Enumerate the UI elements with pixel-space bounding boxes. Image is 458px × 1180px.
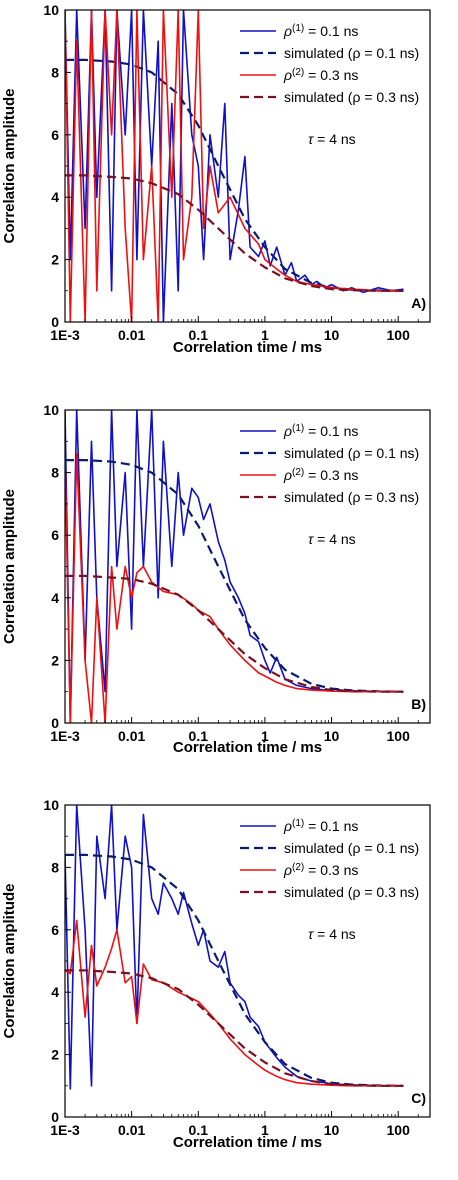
x-tick-label: 10 (324, 327, 340, 343)
y-tick-label: 8 (51, 859, 59, 875)
series-line-4 (65, 174, 404, 292)
y-tick-label: 10 (43, 797, 59, 813)
series-line-1 (65, 10, 404, 322)
y-tick-label: 0 (51, 314, 59, 330)
legend-entry-2: simulated (ρ = 0.1 ns) (284, 840, 419, 856)
y-axis-label: Correlation amplitude (1, 88, 18, 243)
panel-letter: A) (411, 295, 426, 311)
legend-entry-4: simulated (ρ = 0.3 ns) (284, 89, 419, 105)
x-tick-label: 100 (387, 728, 411, 744)
series-line-3 (65, 10, 404, 322)
series-group (65, 805, 404, 1090)
legend-entry-2: simulated (ρ = 0.1 ns) (284, 445, 419, 461)
x-tick-label: 0.1 (189, 1122, 209, 1138)
x-axis-label: Correlation time / ms (173, 339, 322, 356)
x-tick-label: 0.01 (118, 728, 145, 744)
x-tick-label: 10 (324, 728, 340, 744)
y-tick-label: 2 (51, 652, 59, 668)
y-tick-label: 10 (43, 402, 59, 418)
tau-annotation: τ = 4 ns (308, 131, 356, 147)
y-tick-label: 2 (51, 252, 59, 268)
series-group (65, 410, 404, 723)
x-axis-label: Correlation time / ms (173, 739, 322, 756)
legend-entry-4: simulated (ρ = 0.3 ns) (284, 884, 419, 900)
x-axis-label: Correlation time / ms (173, 1134, 322, 1151)
series-group (65, 10, 404, 322)
x-tick-label: 0.1 (189, 728, 209, 744)
y-tick-label: 4 (51, 590, 59, 606)
legend-entry-1: ρ(1) = 0.1 ns (283, 423, 358, 440)
y-tick-label: 8 (51, 64, 59, 80)
legend-entry-2: simulated (ρ = 0.1 ns) (284, 45, 419, 61)
legend-entry-3: ρ(2) = 0.3 ns (283, 862, 358, 879)
series-line-3 (65, 453, 404, 723)
y-tick-label: 8 (51, 465, 59, 481)
series-line-2 (65, 459, 404, 693)
panel-letter: C) (411, 1090, 426, 1106)
x-tick-label: 10 (324, 1122, 340, 1138)
y-tick-label: 4 (51, 189, 59, 205)
tau-annotation: τ = 4 ns (308, 531, 356, 547)
y-tick-label: 4 (51, 984, 59, 1000)
y-axis-label: Correlation amplitude (1, 883, 18, 1038)
y-tick-label: 0 (51, 715, 59, 731)
series-line-4 (65, 574, 404, 693)
series-line-3 (65, 919, 404, 1087)
x-tick-label: 0.01 (118, 1122, 145, 1138)
x-tick-label: 1 (261, 1122, 269, 1138)
x-tick-label: 1E-3 (50, 1122, 80, 1138)
series-line-2 (65, 58, 404, 292)
y-tick-label: 6 (51, 127, 59, 143)
x-tick-label: 1E-3 (50, 728, 80, 744)
series-line-4 (65, 969, 404, 1087)
y-tick-label: 10 (43, 2, 59, 18)
panel-letter: B) (411, 696, 426, 712)
x-tick-label: 100 (387, 327, 411, 343)
legend-entry-4: simulated (ρ = 0.3 ns) (284, 489, 419, 505)
legend-entry-3: ρ(2) = 0.3 ns (283, 67, 358, 84)
y-tick-label: 6 (51, 527, 59, 543)
x-tick-label: 100 (387, 1122, 411, 1138)
x-tick-label: 0.1 (189, 327, 209, 343)
y-tick-label: 2 (51, 1047, 59, 1063)
x-tick-label: 1 (261, 327, 269, 343)
series-line-2 (65, 853, 404, 1087)
x-tick-label: 1 (261, 728, 269, 744)
x-tick-label: 0.01 (118, 327, 145, 343)
x-tick-label: 1E-3 (50, 327, 80, 343)
legend-entry-1: ρ(1) = 0.1 ns (283, 23, 358, 40)
series-line-1 (65, 805, 404, 1090)
y-axis-label: Correlation amplitude (1, 489, 18, 644)
legend-entry-1: ρ(1) = 0.1 ns (283, 818, 358, 835)
legend-entry-3: ρ(2) = 0.3 ns (283, 467, 358, 484)
y-tick-label: 0 (51, 1109, 59, 1125)
y-tick-label: 6 (51, 922, 59, 938)
tau-annotation: τ = 4 ns (308, 926, 356, 942)
